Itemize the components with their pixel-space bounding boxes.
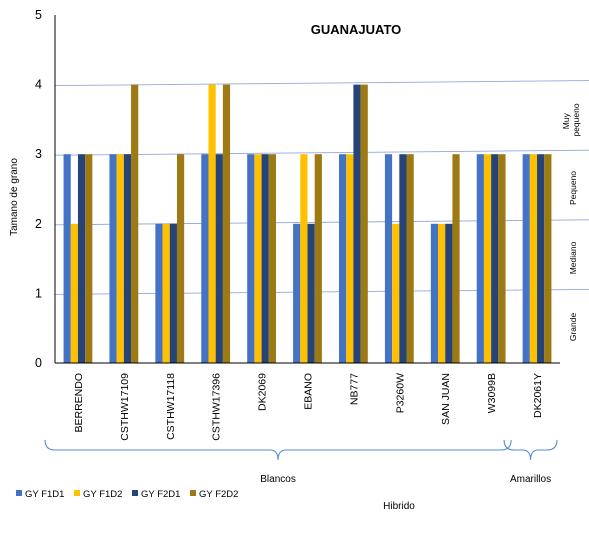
category-label: W3099B [486, 373, 498, 413]
category-labels: BERRENDO CSTHW17109 CSTHW17118 CSTHW17396 DK… [73, 373, 544, 441]
bar-gy-f1d1 [476, 154, 484, 363]
y-tick-label: 5 [35, 8, 42, 22]
bar-gy-f1d2 [529, 154, 538, 363]
chart-title: GUANAJUATO [311, 22, 402, 37]
bar-gy-f1d1 [384, 154, 393, 363]
y-tick-label: 0 [35, 356, 42, 370]
size-zone-label-pequeno: Pequeno [568, 171, 578, 205]
bar-gy-f1d2 [208, 84, 216, 363]
bar-gy-f2d2 [452, 154, 460, 363]
size-zone-label-muy-pequeno-line2: pequeno [571, 103, 581, 136]
bar-gy-f2d1 [123, 154, 132, 363]
category-label: DK2069 [257, 373, 269, 411]
legend-swatch [74, 490, 80, 496]
bar-gy-f2d2 [176, 154, 185, 363]
bar-gy-f2d1 [215, 154, 223, 363]
legend: GY F1D1 GY F1D2 GY F2D1 GY F2D2 [16, 489, 238, 500]
bar-gy-f1d1 [155, 223, 163, 363]
y-axis-label: Tamano de grano [9, 158, 20, 236]
bar-gy-f1d1 [293, 223, 301, 363]
size-zone-label-mediano: Mediano [568, 241, 578, 274]
bar-gy-f2d1 [399, 154, 407, 363]
bar-gy-f2d1 [445, 223, 453, 363]
bar-gy-f2d1 [77, 154, 86, 363]
group-brace [44, 439, 512, 461]
group-brace [503, 439, 558, 461]
bar-gy-f2d1 [353, 84, 361, 363]
y-tick-label: 2 [35, 217, 42, 231]
bar-gy-f2d1 [261, 154, 269, 363]
category-label: CSTHW17118 [165, 373, 177, 440]
category-label: NB777 [348, 373, 360, 405]
bar-gy-f1d2 [300, 154, 308, 363]
gridline-4 [54, 80, 589, 87]
y-tick-label: 3 [35, 147, 42, 161]
category-label: P3260W [394, 373, 406, 413]
bar-gy-f1d2 [483, 154, 492, 363]
bar-gy-f2d1 [307, 223, 315, 363]
bar-gy-f1d1 [201, 154, 209, 363]
bar-gy-f1d2 [438, 223, 446, 363]
bar-gy-f2d2 [131, 84, 139, 363]
bar-gy-f1d1 [109, 154, 117, 363]
bar-gy-f2d1 [491, 154, 499, 363]
category-label: CSTHW17109 [119, 373, 131, 441]
legend-swatch [132, 490, 138, 496]
bar-gy-f1d2 [254, 154, 262, 363]
legend-label: GY F1D2 [83, 489, 122, 500]
category-label: BERRENDO [73, 373, 85, 433]
bar-gy-f2d2 [360, 84, 368, 363]
bar-gy-f2d2 [268, 154, 276, 363]
bar-gy-f1d1 [63, 154, 71, 363]
category-label: SAN JUAN [440, 373, 452, 425]
y-tick-labels: 0 1 2 3 4 5 [35, 8, 42, 370]
group-braces: Blancos Amarillos [44, 439, 558, 485]
bar-gy-f1d1 [522, 154, 530, 363]
bar-gy-f2d2 [314, 154, 322, 363]
bars [63, 84, 552, 363]
group-label: Blancos [260, 474, 296, 485]
legend-label: GY F2D1 [141, 489, 180, 500]
category-label: DK2061Y [532, 373, 544, 418]
bar-gy-f2d1 [169, 223, 177, 363]
bar-gy-f1d2 [162, 223, 170, 363]
legend-swatch [190, 490, 196, 496]
bar-gy-f1d2 [116, 154, 124, 363]
y-tick-label: 4 [35, 78, 42, 92]
bar-gy-f2d2 [406, 154, 414, 363]
category-label: CSTHW17396 [211, 373, 223, 441]
bar-gy-f1d1 [247, 154, 255, 363]
legend-label: GY F1D1 [25, 489, 64, 500]
group-label: Amarillos [510, 474, 551, 485]
size-zone-label-muy-pequeno: Muy pequeno [561, 103, 581, 136]
bar-gy-f1d2 [392, 223, 400, 363]
bar-gy-f2d2 [544, 154, 552, 363]
legend-swatch [16, 490, 22, 496]
gridline-3 [54, 149, 589, 156]
category-label: EBANO [303, 373, 315, 410]
bar-gy-f2d2 [222, 84, 231, 363]
bar-gy-f1d2 [70, 223, 78, 363]
bar-gy-f2d1 [537, 154, 545, 363]
bar-gy-f1d1 [430, 223, 439, 363]
size-zone-label-muy-pequeno-line1: Muy [561, 112, 571, 129]
size-zone-label-grande: Grande [568, 313, 578, 342]
bar-gy-f2d2 [498, 154, 506, 363]
legend-label: GY F2D2 [199, 489, 238, 500]
bar-gy-f1d1 [339, 154, 347, 363]
bar-gy-f1d2 [346, 154, 354, 363]
x-axis-label: Hibrido [383, 501, 415, 512]
y-tick-label: 1 [35, 286, 42, 300]
bar-gy-f2d2 [85, 154, 93, 363]
